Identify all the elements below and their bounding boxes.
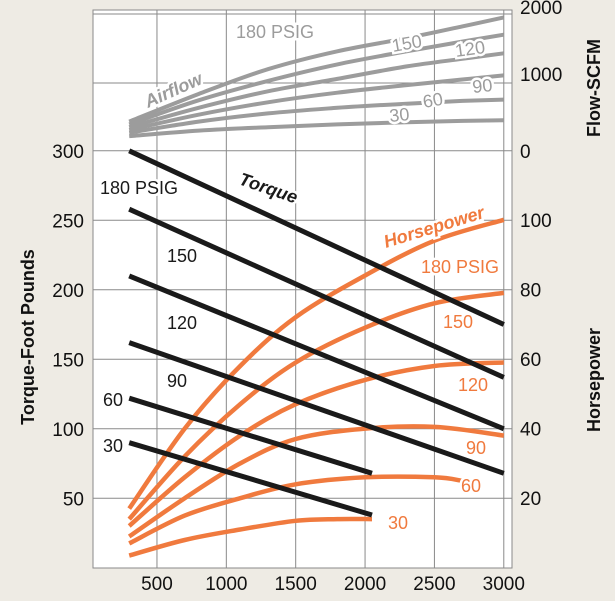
flow-tick-label: 2000 bbox=[520, 0, 562, 19]
torque-tick-label: 300 bbox=[52, 142, 84, 163]
torque-line bbox=[128, 440, 373, 518]
flow-tick-label: 0 bbox=[520, 142, 531, 163]
airflow-series-label: 150 bbox=[390, 31, 423, 56]
horsepower-tick-label: 100 bbox=[520, 211, 552, 232]
axis-titles: Torque-Foot Pounds Horsepower Flow-SCFM bbox=[18, 39, 604, 432]
horsepower-tick-label: 40 bbox=[520, 420, 541, 441]
torque-tick-label: 200 bbox=[52, 281, 84, 302]
horsepower-series-label: 120 bbox=[458, 375, 488, 395]
x-tick-label: 1500 bbox=[275, 574, 317, 595]
torque-line bbox=[128, 395, 373, 476]
airflow-line bbox=[128, 73, 505, 132]
horsepower-line bbox=[128, 474, 463, 546]
horsepower-series-label: 60 bbox=[461, 476, 481, 496]
torque-line bbox=[128, 273, 505, 432]
torque-series-label: 90 bbox=[167, 371, 187, 391]
flow-tick-label: 1000 bbox=[520, 65, 562, 86]
horsepower-series-label: 90 bbox=[466, 438, 486, 458]
airflow-series-group bbox=[128, 15, 505, 139]
horsepower-tick-label: 80 bbox=[520, 280, 541, 301]
torque-line bbox=[128, 206, 505, 380]
torque-tick-label: 50 bbox=[63, 489, 84, 510]
horsepower-line bbox=[127, 290, 505, 521]
airflow-series-label: 30 bbox=[388, 104, 410, 126]
airflow-line bbox=[128, 15, 505, 124]
airflow-series-label: 120 bbox=[454, 37, 487, 61]
x-tick-label: 1000 bbox=[205, 574, 247, 595]
x-tick-label: 500 bbox=[141, 574, 173, 595]
horsepower-line bbox=[127, 217, 505, 510]
plot-frame bbox=[92, 9, 513, 569]
airflow-line bbox=[128, 97, 504, 135]
horsepower-series-label: 30 bbox=[388, 513, 408, 533]
airflow-line bbox=[128, 32, 505, 127]
torque-tick-label: 250 bbox=[52, 211, 84, 232]
horsepower-line bbox=[127, 360, 504, 528]
horsepower-line bbox=[127, 424, 505, 539]
horsepower-series-label: 180 PSIG bbox=[421, 257, 499, 277]
airflow-series-label: 90 bbox=[471, 75, 493, 97]
flow-axis-title: Flow-SCFM bbox=[584, 39, 604, 137]
torque-line bbox=[128, 148, 505, 327]
airflow-series-label: 180 PSIG bbox=[236, 22, 314, 42]
airflow-line bbox=[128, 51, 505, 130]
torque-series-label: 120 bbox=[167, 313, 197, 333]
torque-series-label: 150 bbox=[167, 246, 197, 266]
torque-series-label: 30 bbox=[103, 436, 123, 456]
torque-tick-label: 150 bbox=[52, 350, 84, 371]
airflow-line bbox=[129, 118, 504, 139]
x-tick-label: 3000 bbox=[483, 574, 525, 595]
horsepower-tick-label: 60 bbox=[520, 350, 541, 371]
torque-series-label: 180 PSIG bbox=[100, 178, 178, 198]
horsepower-tick-label: 20 bbox=[520, 489, 541, 510]
torque-axis-title: Torque-Foot Pounds bbox=[18, 249, 38, 425]
torque-series-group bbox=[128, 148, 505, 518]
horsepower-series-group bbox=[127, 217, 505, 558]
grid bbox=[92, 9, 513, 569]
horsepower-series-label: 150 bbox=[443, 312, 473, 332]
horsepower-line bbox=[128, 516, 373, 558]
tick-labels: 500 1000 1500 2000 2500 300050100150200250300… bbox=[52, 0, 562, 595]
torque-line bbox=[128, 340, 505, 476]
horsepower-axis-title: Horsepower bbox=[584, 328, 604, 432]
x-tick-label: 2000 bbox=[344, 574, 386, 595]
airflow-series-label: 60 bbox=[421, 89, 444, 112]
torque-tick-label: 100 bbox=[52, 420, 84, 441]
x-tick-label: 2500 bbox=[413, 574, 455, 595]
torque-series-label: 60 bbox=[103, 390, 123, 410]
